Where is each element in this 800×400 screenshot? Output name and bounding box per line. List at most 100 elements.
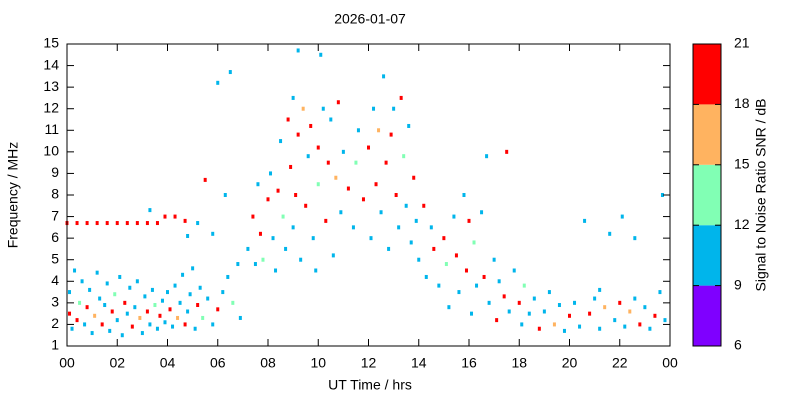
- point: [377, 128, 381, 133]
- y-tick-label: 5: [51, 250, 59, 266]
- x-tick-label: 20: [562, 355, 578, 371]
- point: [334, 175, 338, 180]
- point: [296, 48, 300, 53]
- point: [261, 257, 265, 262]
- point: [409, 240, 413, 245]
- point: [470, 311, 474, 316]
- point: [196, 221, 200, 226]
- point: [369, 236, 373, 241]
- colorbar-band: [693, 225, 721, 286]
- point: [444, 262, 448, 267]
- point: [216, 307, 220, 312]
- point: [643, 305, 647, 310]
- point: [653, 313, 657, 318]
- point: [507, 309, 511, 314]
- point: [457, 290, 461, 295]
- point: [266, 197, 270, 202]
- point: [166, 290, 169, 295]
- point: [603, 305, 607, 310]
- point: [85, 305, 89, 310]
- point: [98, 296, 102, 301]
- point: [329, 117, 333, 122]
- point: [557, 303, 561, 308]
- y-tick-label: 7: [51, 207, 59, 223]
- colorbar-tick-label: 6: [734, 337, 742, 353]
- point: [238, 315, 242, 320]
- point: [158, 313, 162, 318]
- point: [417, 257, 421, 262]
- colorbar-band: [693, 285, 721, 346]
- point: [552, 322, 556, 327]
- point: [68, 290, 72, 295]
- point: [520, 322, 524, 327]
- point: [326, 160, 330, 165]
- y-tick-label: 11: [44, 121, 59, 137]
- point: [346, 186, 350, 191]
- point: [291, 95, 295, 100]
- point: [663, 318, 667, 323]
- point: [414, 218, 418, 223]
- point: [186, 233, 190, 238]
- point: [402, 154, 406, 159]
- point: [186, 309, 190, 314]
- point: [316, 182, 320, 187]
- point: [485, 154, 489, 159]
- y-tick-label: 9: [51, 164, 59, 180]
- point: [633, 296, 637, 301]
- point: [145, 309, 149, 314]
- point: [105, 281, 109, 286]
- point: [95, 270, 99, 275]
- point: [155, 221, 159, 226]
- point: [319, 52, 323, 57]
- point: [331, 253, 335, 258]
- point: [505, 149, 509, 154]
- point: [176, 315, 180, 320]
- point: [171, 324, 175, 329]
- point: [138, 315, 142, 320]
- point: [374, 182, 378, 187]
- point: [613, 318, 617, 323]
- y-tick-label: 8: [51, 186, 59, 202]
- point: [228, 70, 232, 75]
- point: [399, 95, 403, 100]
- point: [437, 283, 441, 288]
- point: [480, 210, 484, 215]
- x-tick-label: 14: [411, 355, 427, 371]
- point: [527, 311, 531, 316]
- point: [573, 300, 577, 305]
- point: [542, 309, 546, 314]
- point: [447, 305, 451, 310]
- point: [294, 193, 298, 197]
- point: [163, 214, 167, 219]
- point: [191, 266, 195, 271]
- x-tick-label: 00: [59, 355, 75, 371]
- point: [482, 274, 486, 279]
- point: [258, 231, 262, 236]
- point: [68, 311, 72, 316]
- point: [532, 296, 536, 301]
- point: [648, 326, 652, 331]
- point: [246, 246, 250, 251]
- point: [150, 287, 154, 292]
- point: [198, 285, 202, 290]
- point: [497, 279, 501, 284]
- point: [95, 221, 99, 226]
- point: [271, 236, 275, 241]
- point: [93, 313, 97, 318]
- point: [155, 326, 159, 331]
- point: [422, 203, 426, 208]
- point: [311, 236, 315, 241]
- point: [130, 324, 134, 329]
- point: [387, 246, 391, 251]
- point: [598, 287, 602, 292]
- x-axis-label: UT Time / hrs: [328, 377, 412, 393]
- point: [221, 290, 225, 295]
- point: [113, 292, 117, 297]
- point: [588, 311, 592, 316]
- point: [135, 279, 139, 284]
- y-axis-label: Frequency / MHz: [5, 142, 21, 249]
- point: [392, 106, 396, 111]
- point: [188, 292, 192, 297]
- point: [253, 262, 257, 267]
- y-tick-label: 6: [51, 229, 59, 245]
